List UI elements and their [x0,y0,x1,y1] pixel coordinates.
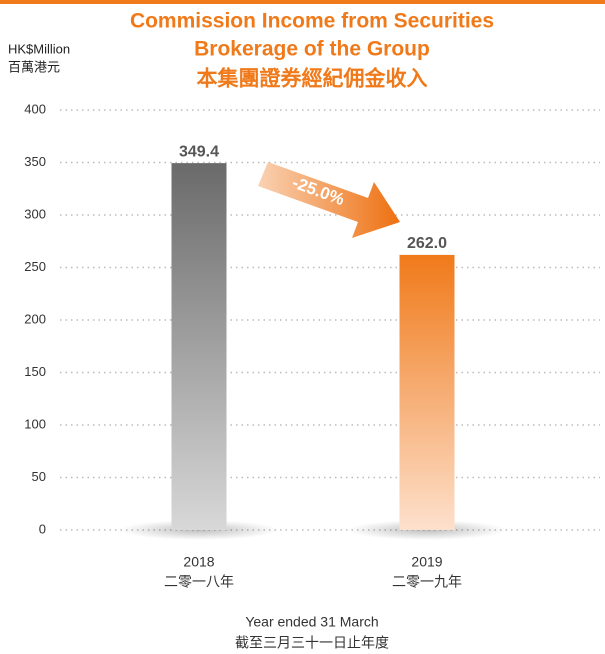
arrow: -25.0% [258,162,400,238]
y-tick-label: 50 [32,469,46,484]
y-tick-label: 350 [24,154,46,169]
x-tick-label: 二零一八年 [164,574,234,590]
y-tick-label: 0 [39,521,46,536]
value-label: 262.0 [407,235,447,252]
y-axis-label: HK$Million [8,41,70,56]
chart-title: 本集團證券經紀佣金收入 [197,67,428,91]
chart-title: Commission Income from Securities [130,10,494,33]
value-label: 349.4 [179,143,219,160]
y-tick-label: 200 [24,311,46,326]
x-axis-label: 截至三月三十一日止年度 [235,635,389,651]
y-axis-label: 百萬港元 [8,59,60,74]
x-tick-label: 2019 [411,554,442,570]
y-tick-label: 100 [24,416,46,431]
y-tick-label: 400 [24,101,46,116]
x-tick-label: 二零一九年 [392,574,462,590]
top-rule [0,0,605,4]
arrow-shape [258,162,400,238]
y-tick-label: 150 [24,364,46,379]
x-tick-label: 2018 [183,554,214,570]
y-tick-label: 300 [24,206,46,221]
chart-title: Brokerage of the Group [194,38,430,61]
bar [171,163,227,530]
x-axis-label: Year ended 31 March [245,614,378,630]
bar [399,254,455,530]
y-tick-label: 250 [24,259,46,274]
